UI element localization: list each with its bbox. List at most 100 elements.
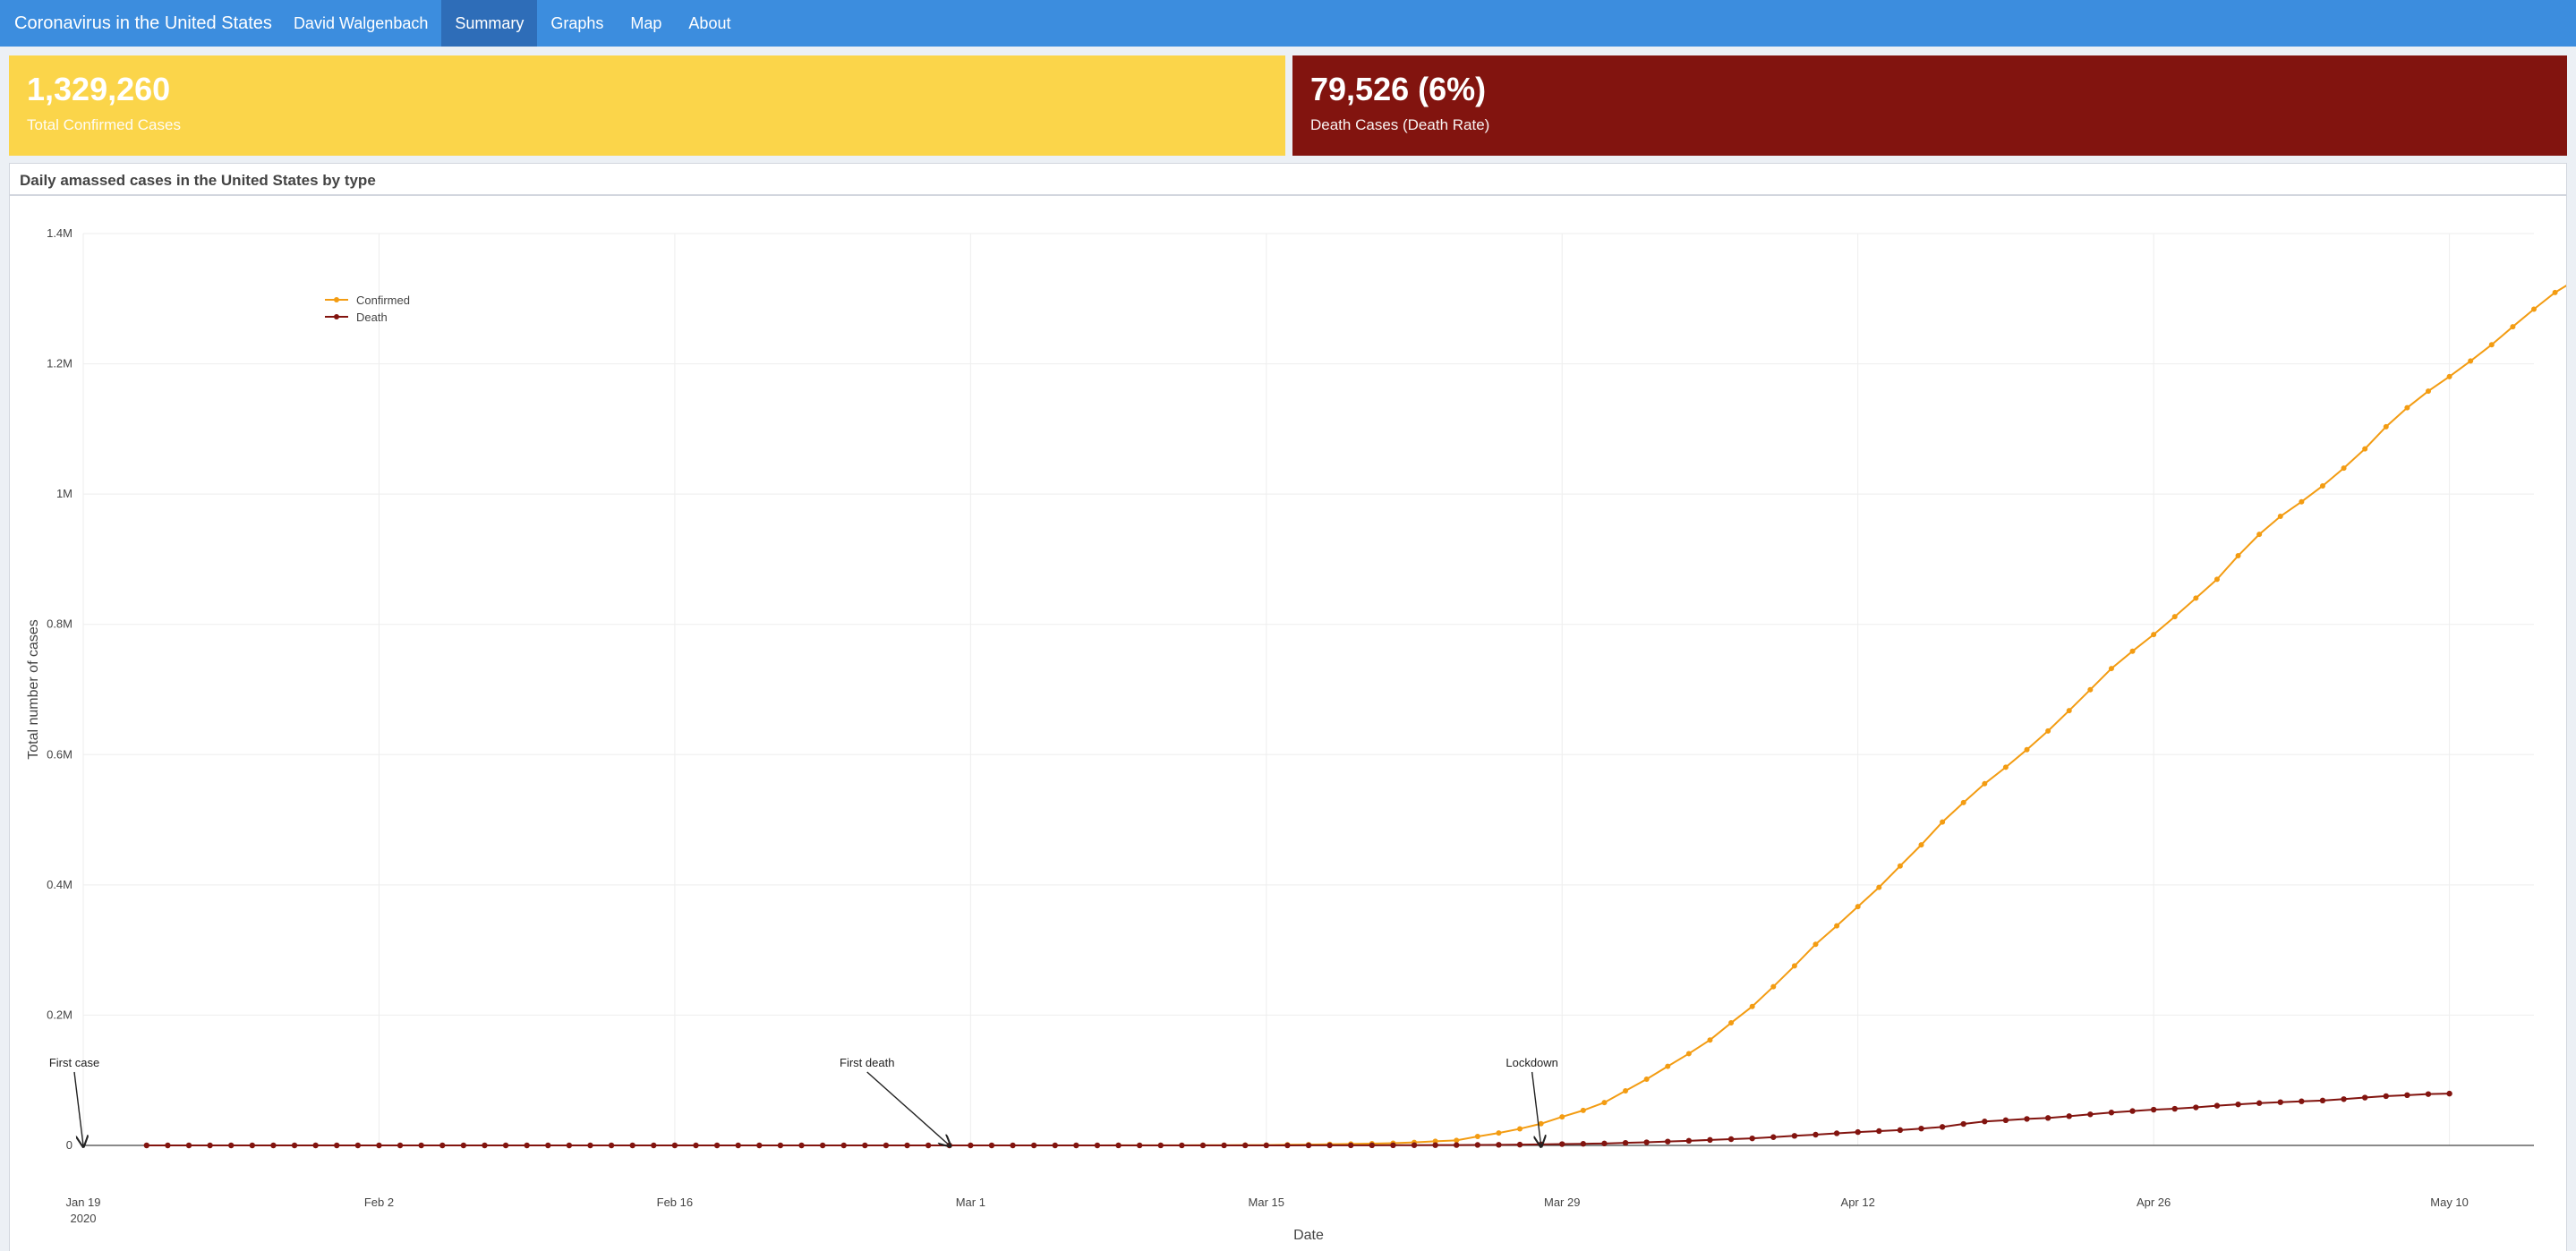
legend-label-death[interactable]: Death [356,311,388,324]
data-point-death [1918,1125,1924,1132]
legend-marker-confirmed [334,297,339,302]
data-point-death [1770,1134,1777,1140]
data-point-death [291,1142,298,1149]
annotation-label: Lockdown [1506,1056,1558,1069]
data-point-confirmed [1707,1037,1713,1043]
data-point-death [968,1142,974,1149]
data-point-death [1685,1137,1693,1145]
data-point-death [1601,1140,1608,1147]
annotation-arrow [1531,1071,1541,1145]
confirmed-label: Total Confirmed Cases [27,116,181,133]
data-point-death [2425,1091,2432,1097]
data-point-death [2193,1104,2199,1111]
data-point-confirmed [2552,289,2558,295]
data-point-confirmed [1940,819,1946,825]
data-point-confirmed [2362,446,2368,452]
data-point-death [1855,1128,1861,1136]
app-title[interactable]: Coronavirus in the United States [14,13,272,33]
data-point-death [1030,1142,1037,1149]
data-point-confirmed [2341,465,2347,472]
data-point-confirmed [2383,423,2389,430]
x-tick-sublabel: 2020 [71,1212,97,1225]
data-point-confirmed [1538,1120,1544,1127]
x-axis-title: Date [1293,1228,1324,1243]
data-point-death [1052,1142,1058,1149]
data-point-death [397,1142,404,1149]
data-point-confirmed [2087,686,2094,693]
data-point-confirmed [2277,514,2283,520]
x-tick-label: Feb 2 [364,1196,394,1209]
data-point-death [629,1142,635,1149]
death-label: Death Cases (Death Rate) [1310,116,1490,133]
data-point-death [2213,1102,2221,1109]
data-point-confirmed [1623,1087,1629,1094]
data-point-death [1179,1142,1185,1149]
data-point-death [1622,1139,1629,1146]
data-point-death [1326,1142,1333,1149]
data-point-death [1305,1142,1312,1149]
data-point-death [270,1142,277,1149]
author-link[interactable]: David Walgenbach [293,13,429,32]
data-point-confirmed [1813,941,1819,948]
data-point-death [1496,1142,1502,1148]
data-point-death [2044,1115,2051,1121]
data-point-confirmed [1791,963,1797,969]
data-point-confirmed [1770,983,1777,990]
data-point-death [1136,1142,1143,1149]
data-point-death [439,1142,446,1149]
tab-graphs[interactable]: Graphs [550,13,604,32]
data-point-death [482,1142,488,1149]
data-point-confirmed [1517,1126,1523,1132]
data-point-death [524,1142,530,1149]
y-tick-label: 1M [56,487,73,500]
data-point-confirmed [2404,404,2410,411]
data-point-death [1221,1142,1227,1149]
data-point-confirmed [2129,648,2136,654]
annotation-label: First death [840,1056,894,1069]
data-point-confirmed [2171,614,2178,620]
data-point-death [1727,1136,1735,1143]
data-point-confirmed [1496,1130,1502,1136]
legend-marker-death [334,314,339,319]
data-point-death [312,1142,319,1149]
data-point-death [1390,1142,1396,1149]
y-tick-label: 1.2M [47,357,73,370]
x-tick-label: Feb 16 [657,1196,693,1209]
data-point-death [354,1142,362,1149]
data-point-death [840,1142,847,1149]
cases-line-chart[interactable]: 0 0.2M 0.4M 0.6M 0.8M 1M 1.2M 1.4M Jan 19 2020 Feb… [10,198,2566,1250]
annotation-arrow [866,1071,950,1145]
data-point-death [1897,1127,1904,1134]
data-point-death [143,1142,150,1149]
data-point-death [2066,1113,2072,1119]
legend-label-confirmed[interactable]: Confirmed [356,294,410,307]
data-point-death [1749,1135,1755,1142]
data-point-death [1369,1142,1376,1149]
data-point-death [1707,1136,1713,1144]
death-count: 79,526 (6%) [1310,71,1487,107]
data-point-death [2087,1111,2094,1118]
x-tick-label: Mar 15 [1249,1196,1284,1209]
data-point-death [1876,1128,1882,1135]
y-tick-label: 0.2M [47,1008,73,1021]
data-point-death [1115,1142,1122,1149]
data-point-death [1010,1142,1016,1149]
data-point-confirmed [1580,1107,1586,1113]
chart-panel: Daily amassed cases in the United States… [9,163,2567,1251]
y-tick-label: 0 [66,1138,73,1152]
data-point-confirmed [1643,1077,1650,1083]
tab-about[interactable]: About [688,13,731,32]
data-point-death [693,1142,699,1149]
tab-summary[interactable]: Summary [441,0,538,47]
data-point-confirmed [1749,1003,1755,1009]
data-point-death [418,1142,424,1149]
tab-map[interactable]: Map [630,13,662,32]
data-point-death [2108,1110,2115,1116]
data-point-death [671,1142,678,1149]
data-point-confirmed [2213,576,2220,583]
data-point-death [1580,1141,1587,1147]
data-point-death [2383,1093,2389,1100]
data-point-confirmed [1918,842,1924,848]
data-point-confirmed [2531,306,2537,312]
data-point-death [1263,1142,1269,1149]
